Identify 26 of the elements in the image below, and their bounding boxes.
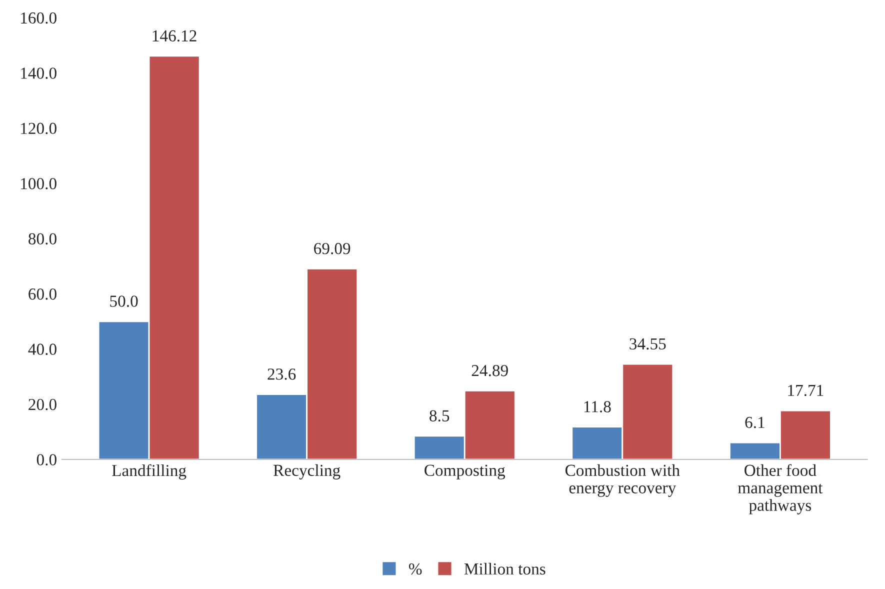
x-tick-label: Composting [424, 464, 506, 480]
y-tick-label: 100.0 [21, 178, 56, 190]
y-tick-label: 140.0 [21, 68, 56, 79]
y-tick-label: 20.0 [28, 398, 56, 410]
data-label: 50.0 [110, 296, 138, 307]
data-label: 6.1 [745, 416, 764, 428]
x-tick-label: Combustion with energy recovery [565, 464, 680, 497]
data-label: 34.55 [630, 338, 666, 350]
data-label: 11.8 [584, 401, 611, 412]
y-tick-label: 80.0 [28, 233, 56, 245]
x-tick-label: Landfilling [112, 464, 186, 480]
data-label: 23.6 [268, 368, 296, 380]
x-tick-label: Other food management pathways [738, 464, 823, 514]
y-tick-label: 60.0 [28, 288, 56, 300]
x-tick-label: Recycling [274, 464, 340, 480]
y-tick-label: 40.0 [28, 344, 56, 355]
legend-label: Million tons [464, 562, 546, 575]
legend-label: % [408, 563, 422, 575]
data-label: 146.12 [152, 30, 196, 42]
y-tick-label: 120.0 [21, 122, 56, 134]
data-label: 69.09 [314, 242, 350, 254]
data-label: 17.71 [788, 384, 824, 396]
data-label: 8.5 [430, 410, 450, 422]
data-label: 24.89 [472, 364, 508, 376]
y-tick-label: 160.0 [21, 12, 56, 24]
y-tick-label: 0.0 [36, 454, 56, 466]
